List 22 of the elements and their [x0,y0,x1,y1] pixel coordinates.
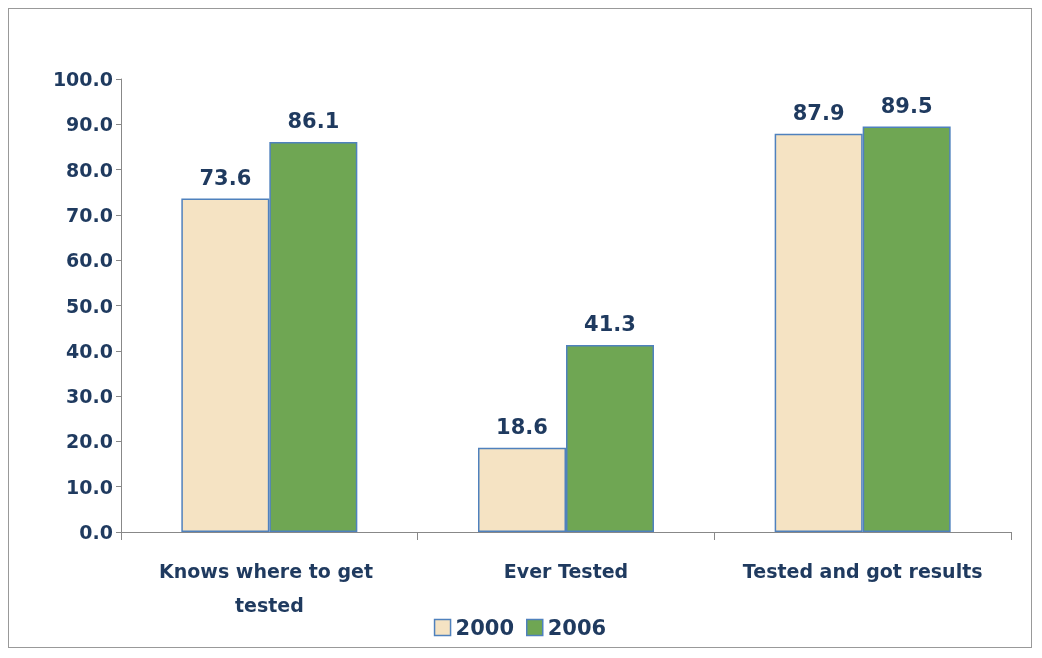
x-tick-label: Knows where to get tested [159,560,380,616]
y-tick-label: 60.0 [66,249,113,272]
y-tick-label: 30.0 [66,385,113,408]
data-label: 41.3 [584,312,636,337]
data-label: 73.6 [199,166,252,191]
data-label: 86.1 [287,109,340,134]
y-tick-label: 20.0 [66,430,113,453]
y-tick-label: 80.0 [66,158,113,181]
y-tick-label: 10.0 [66,475,113,498]
y-tick-label: 90.0 [66,113,113,136]
y-tick-label: 100.0 [52,68,113,90]
x-tick-label: Ever Tested [503,560,629,582]
data-label: 87.9 [792,101,845,126]
y-tick-label: 50.0 [66,294,113,317]
x-tick-label: Tested and got results [742,560,983,582]
legend-label: 2000 [455,615,515,640]
legend-label: 2006 [547,615,607,640]
y-tick-label: 70.0 [66,203,113,226]
y-tick-label: 0.0 [79,521,113,543]
y-tick-label: 40.0 [66,339,113,362]
data-label: 18.6 [496,415,548,440]
data-label: 89.5 [880,94,933,119]
